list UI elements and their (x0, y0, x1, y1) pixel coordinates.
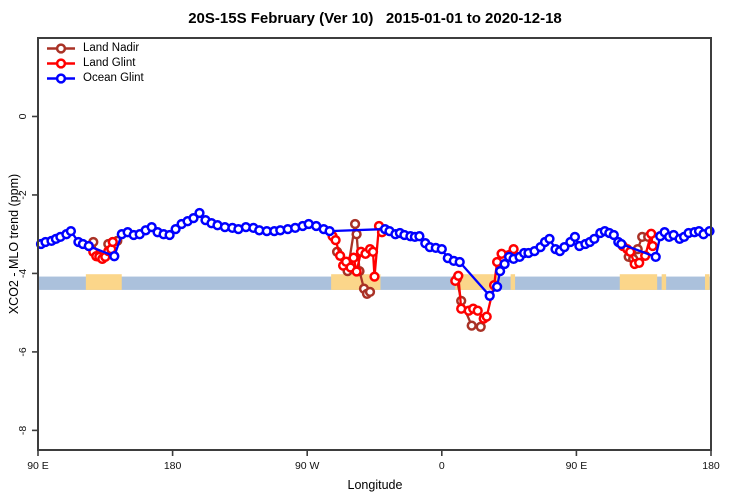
data-point-ocean-glint (194, 207, 205, 219)
data-point-ocean-glint (569, 231, 581, 243)
x-tick-label: 90 E (566, 460, 588, 472)
data-point-ocean-glint (83, 240, 94, 252)
data-point-land-nadir (351, 229, 362, 240)
data-point-ocean-glint (164, 229, 175, 241)
x-tick-label: 90 E (27, 460, 49, 472)
x-tick-label: 180 (702, 460, 720, 472)
data-point-land-glint (330, 234, 341, 246)
data-point-land-glint (634, 257, 645, 268)
data-point-ocean-glint (436, 243, 447, 255)
data-point-land-glint (472, 305, 483, 316)
data-point-land-glint (453, 270, 464, 281)
data-point-ocean-glint (544, 233, 555, 245)
data-point-land-nadir (349, 218, 361, 230)
data-point-land-glint (508, 243, 519, 255)
x-axis-label: Longitude (347, 478, 403, 492)
plot-box (37, 37, 712, 451)
x-tick-label: 0 (439, 460, 445, 472)
legend-label-land-nadir: Land Nadir (83, 42, 140, 54)
y-tick-label: 0 (17, 113, 29, 119)
data-point-ocean-glint (491, 281, 503, 292)
data-point-ocean-glint (704, 225, 715, 237)
data-point-ocean-glint (650, 251, 661, 263)
land-patch (619, 274, 658, 290)
data-point-land-glint (107, 236, 118, 248)
data-point-ocean-glint (616, 238, 627, 250)
land-patch (705, 274, 710, 290)
data-point-ocean-glint (608, 229, 619, 241)
data-point-land-glint (646, 228, 657, 239)
data-point-land-nadir (466, 320, 477, 331)
data-point-land-glint (369, 271, 380, 282)
data-point-land-nadir (364, 286, 376, 298)
legend-label-ocean-glint: Ocean Glint (83, 72, 144, 84)
x-tick-label: 90 W (295, 460, 320, 472)
data-point-land-glint (334, 250, 346, 261)
chart-title: 20S-15S February (Ver 10) 2015-01-01 to … (188, 10, 562, 27)
legend-row-ocean-glint: Ocean Glint (46, 71, 144, 86)
legend-label-land-glint: Land Glint (83, 57, 136, 69)
land-patch (510, 274, 516, 290)
y-tick-label: -2 (17, 190, 29, 199)
legend-row-land-glint: Land Glint (46, 56, 144, 71)
legend: Land Nadir Land Glint Ocean Glint (46, 41, 144, 86)
x-tick-label: 180 (164, 460, 182, 472)
data-point-ocean-glint (324, 225, 335, 237)
y-tick-label: -8 (17, 426, 29, 435)
data-point-land-glint (351, 266, 362, 277)
line-circle-marker-icon (47, 43, 75, 54)
data-point-ocean-glint (109, 251, 120, 262)
y-tick-label: -6 (17, 347, 29, 356)
data-point-ocean-glint (589, 233, 600, 245)
data-point-ocean-glint (65, 225, 77, 237)
land-patch (661, 274, 667, 290)
data-point-land-glint (481, 311, 492, 322)
data-point-land-nadir (475, 321, 486, 332)
data-point-ocean-glint (454, 256, 465, 268)
data-point-ocean-glint (494, 265, 506, 277)
land-patch (85, 274, 122, 290)
data-point-ocean-glint (414, 231, 425, 242)
data-point-land-glint (647, 240, 658, 252)
data-point-land-glint (367, 246, 379, 257)
data-point-ocean-glint (484, 290, 495, 301)
data-point-land-glint (348, 252, 359, 263)
data-point-ocean-glint (499, 258, 510, 270)
legend-row-land-nadir: Land Nadir (46, 41, 144, 56)
y-tick-label: -4 (17, 269, 29, 278)
line-circle-marker-icon (47, 73, 75, 84)
line-circle-marker-icon (47, 58, 75, 69)
